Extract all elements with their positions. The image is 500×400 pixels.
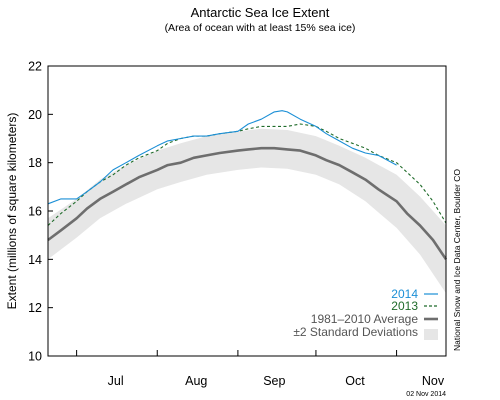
legend-label-average: 1981–2010 Average <box>311 312 419 326</box>
date-stamp: 02 Nov 2014 <box>406 391 446 398</box>
series-lines <box>47 110 448 261</box>
y-tick-label: 10 <box>28 350 42 364</box>
x-axis-ticks: Jul Aug Sep Oct Nov <box>76 350 445 388</box>
y-tick-label: 16 <box>28 205 42 219</box>
chart-subtitle: (Area of ocean with at least 15% sea ice… <box>165 22 356 34</box>
series-line-average <box>47 146 448 261</box>
x-tick-label: Nov <box>422 374 445 388</box>
legend-label-std-dev: ±2 Standard Deviations <box>293 325 418 339</box>
x-tick-label: Sep <box>263 374 285 388</box>
legend-label-2014: 2014 <box>391 287 418 301</box>
x-tick-label: Jul <box>108 374 124 388</box>
legend: 2014 2013 1981–2010 Average ±2 Standard … <box>293 287 438 340</box>
std-dev-band <box>48 128 446 294</box>
y-tick-label: 20 <box>28 108 42 122</box>
series-line-2014 <box>47 110 397 205</box>
chart-title: Antarctic Sea Ice Extent <box>191 5 330 20</box>
credit-text: National Snow and Ice Data Center, Bould… <box>452 169 462 351</box>
plot-frame <box>47 65 447 357</box>
y-tick-label: 12 <box>28 301 42 315</box>
y-axis-label: Extent (millions of square kilometers) <box>5 113 19 310</box>
plot-area: 10 12 14 16 18 20 22 Jul Aug Sep Oct Nov <box>28 60 448 388</box>
y-tick-label: 18 <box>28 156 42 170</box>
x-tick-label: Oct <box>345 374 365 388</box>
y-axis-ticks: 10 12 14 16 18 20 22 <box>28 60 53 364</box>
legend-swatch-std-dev <box>424 329 438 340</box>
x-tick-label: Aug <box>185 374 207 388</box>
y-tick-label: 14 <box>28 253 42 267</box>
legend-label-2013: 2013 <box>391 299 418 313</box>
y-tick-label: 22 <box>28 60 42 74</box>
